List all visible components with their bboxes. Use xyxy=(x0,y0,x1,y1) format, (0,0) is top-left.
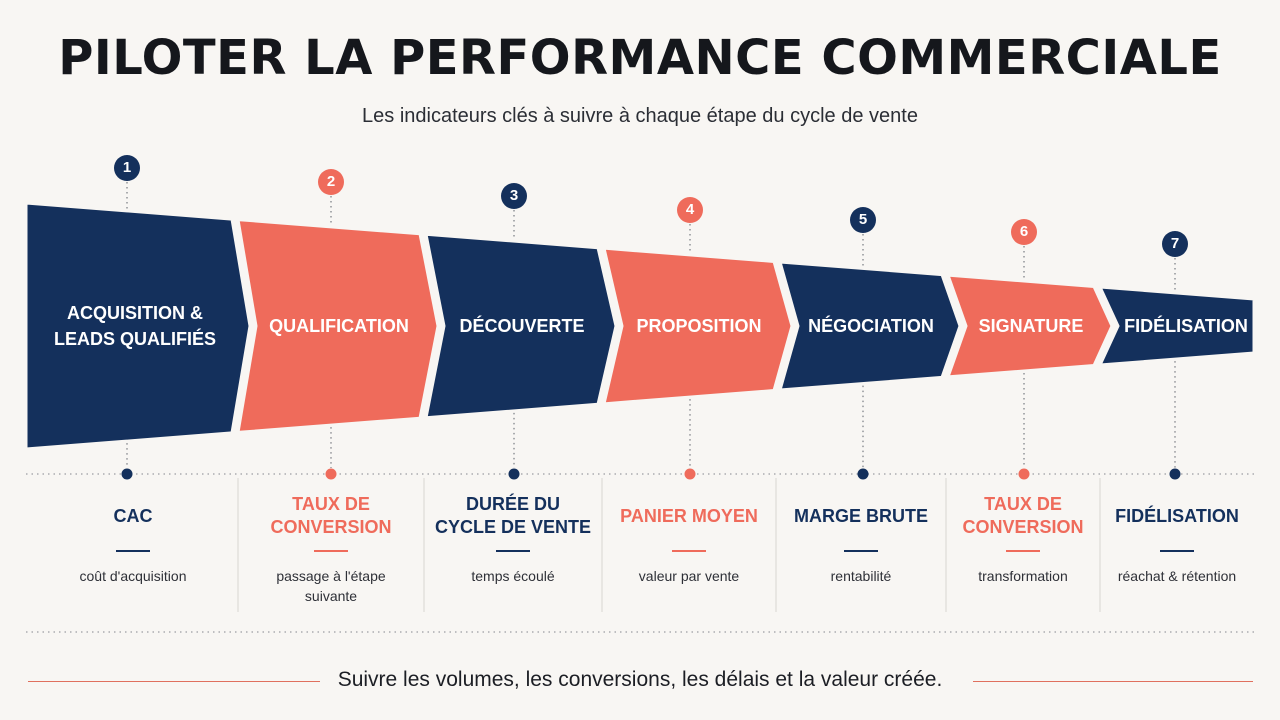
page-title: PILOTER LA PERFORMANCE COMMERCIALE xyxy=(58,30,1222,86)
stage-label-3: DÉCOUVERTE xyxy=(459,316,585,336)
kpi-underline xyxy=(496,550,530,552)
stage-number-badge-5: 5 xyxy=(850,207,876,233)
kpi-title: TAUX DE CONVERSION xyxy=(962,494,1084,537)
kpi-description: rentabilité xyxy=(830,568,892,584)
kpi-underline xyxy=(1006,550,1040,552)
kpi-underline xyxy=(314,550,348,552)
stage-label-6: SIGNATURE xyxy=(978,316,1084,336)
stage-label-4: PROPOSITION xyxy=(636,316,762,336)
timeline-dot-7 xyxy=(1169,468,1181,480)
timeline-dot-6 xyxy=(1018,468,1030,480)
funnel-segment-1 xyxy=(24,201,252,451)
funnel-segment-3 xyxy=(424,232,618,420)
kpi-title: DURÉE DU CYCLE DE VENTE xyxy=(434,494,592,537)
timeline-dot-4 xyxy=(684,468,696,480)
footer-caption: Suivre les volumes, les conversions, les… xyxy=(337,668,943,691)
funnel-segment-5 xyxy=(777,260,962,392)
stage-number-badge-3: 3 xyxy=(501,183,527,209)
kpi-title: FIDÉLISATION xyxy=(1115,505,1239,526)
kpi-description: réachat & rétention xyxy=(1117,568,1237,584)
stage-number-badge-1: 1 xyxy=(114,155,140,181)
kpi-description: valeur par vente xyxy=(638,568,740,584)
kpi-underline xyxy=(116,550,150,552)
stage-number-badge-7: 7 xyxy=(1162,231,1188,257)
stage-number-badge-4: 4 xyxy=(677,197,703,223)
timeline-dot-5 xyxy=(857,468,869,480)
footer-divider-left xyxy=(28,681,320,682)
kpi-card-2: TAUX DE CONVERSION passage à l'étape suiv… xyxy=(238,492,424,606)
funnel-segment-4 xyxy=(602,246,794,406)
stage-label-5: NÉGOCIATION xyxy=(808,316,934,336)
funnel-segment-2 xyxy=(236,217,440,435)
funnel-segment-7 xyxy=(1097,285,1256,367)
kpi-description: passage à l'étape suivante xyxy=(276,568,386,604)
kpi-underline xyxy=(1160,550,1194,552)
stage-label-1: ACQUISITION & LEADS QUALIFIÉS xyxy=(53,303,216,349)
kpi-card-4: PANIER MOYEN valeur par vente xyxy=(602,492,776,586)
stage-label-2: QUALIFICATION xyxy=(269,316,409,336)
timeline-dot-1 xyxy=(121,468,133,480)
kpi-card-3: DURÉE DU CYCLE DE VENTE temps écoulé xyxy=(424,492,602,586)
timeline-dot-2 xyxy=(325,468,337,480)
kpi-title: MARGE BRUTE xyxy=(794,505,928,526)
kpi-description: coût d'acquisition xyxy=(79,568,187,584)
kpi-title: CAC xyxy=(113,505,153,526)
kpi-card-1: CAC coût d'acquisition xyxy=(28,492,238,586)
kpi-card-6: TAUX DE CONVERSION transformation xyxy=(946,492,1100,586)
stage-number-badge-6: 6 xyxy=(1011,219,1037,245)
stage-number-badge-2: 2 xyxy=(318,169,344,195)
page-subtitle: Les indicateurs clés à suivre à chaque é… xyxy=(362,105,918,127)
kpi-underline xyxy=(672,550,706,552)
kpi-title: PANIER MOYEN xyxy=(620,505,758,526)
kpi-card-7: FIDÉLISATION réachat & rétention xyxy=(1100,492,1254,586)
kpi-title: TAUX DE CONVERSION xyxy=(270,494,392,537)
kpi-card-5: MARGE BRUTE rentabilité xyxy=(776,492,946,586)
timeline-dot-3 xyxy=(508,468,520,480)
footer-divider-right xyxy=(973,681,1253,682)
kpi-description: temps écoulé xyxy=(471,568,555,584)
kpi-underline xyxy=(844,550,878,552)
kpi-description: transformation xyxy=(978,568,1068,584)
stage-label-7: FIDÉLISATION xyxy=(1124,316,1248,336)
funnel-segment-6 xyxy=(945,273,1114,379)
